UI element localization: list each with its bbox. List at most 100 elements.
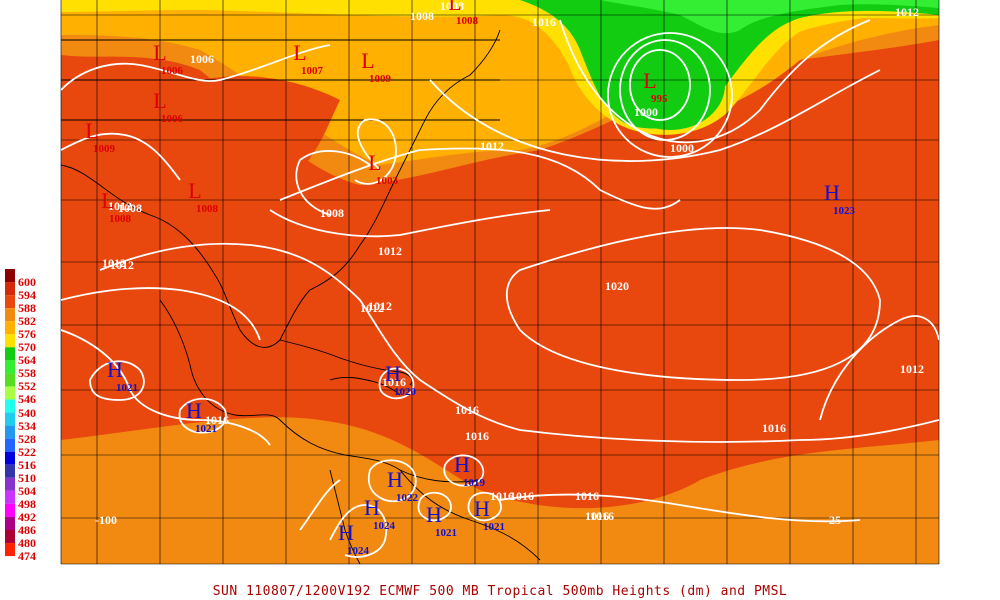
isobar-label: 1012 xyxy=(368,299,392,313)
legend-value: 576 xyxy=(18,327,36,342)
isobar-label: 1012 xyxy=(102,256,126,270)
legend-value: 498 xyxy=(18,496,36,511)
isobar-label: 1012 xyxy=(895,5,919,19)
high-pressure-value: 1021 xyxy=(435,527,457,539)
legend-value: 546 xyxy=(18,392,36,407)
high-pressure-value: 1021 xyxy=(116,382,138,394)
isobar-label: 1012 xyxy=(900,362,924,376)
legend-value: 510 xyxy=(18,470,36,485)
legend-swatch xyxy=(5,543,15,557)
legend-value: 492 xyxy=(18,509,36,524)
axis-label-right: -25 xyxy=(825,513,841,527)
map-caption: SUN 110807/1200V192 ECMWF 500 MB Tropica… xyxy=(212,584,788,599)
legend-swatch xyxy=(5,516,15,530)
low-symbol: L xyxy=(153,40,166,65)
isobar-label: 1016 xyxy=(575,489,599,503)
legend-swatch xyxy=(5,438,15,452)
high-symbol: H xyxy=(107,357,123,382)
low-symbol: L xyxy=(368,150,381,175)
low-pressure-value: 1008 xyxy=(196,203,219,215)
high-pressure-value: 1023 xyxy=(833,205,856,217)
height-field xyxy=(61,0,939,564)
isobar-label: 1008 xyxy=(118,201,142,215)
high-pressure-value: 1021 xyxy=(195,423,217,435)
high-symbol: H xyxy=(387,467,403,492)
low-symbol: L xyxy=(643,68,656,93)
isobar-label: 1016 xyxy=(510,489,534,503)
legend-swatch xyxy=(5,530,15,544)
legend-swatch xyxy=(5,451,15,465)
isobar-label: 1016 xyxy=(382,375,406,389)
high-symbol: H xyxy=(426,502,442,527)
graticule xyxy=(60,0,940,565)
legend-swatch xyxy=(5,503,15,517)
low-pressure-value: 1008 xyxy=(109,213,132,225)
legend-value: 528 xyxy=(18,431,36,446)
low-symbol: L xyxy=(188,178,201,203)
low-pressure-value: 995 xyxy=(651,93,668,105)
high-symbol: H xyxy=(474,496,490,521)
legend-value: 522 xyxy=(18,444,36,459)
high-pressure-value: 1024 xyxy=(347,545,370,557)
isobar-label: 1012 xyxy=(360,301,384,315)
legend-value: 552 xyxy=(18,379,36,394)
legend-value: 594 xyxy=(18,288,36,303)
legend-swatch xyxy=(5,477,15,491)
isobar-label: 1008 xyxy=(440,0,464,13)
legend-swatch xyxy=(5,412,15,426)
legend-swatch xyxy=(5,308,15,322)
high-pressure-value: 1020 xyxy=(394,386,417,398)
low-pressure-value: 1006 xyxy=(161,113,184,125)
high-symbol: H xyxy=(186,398,202,423)
high-symbol: H xyxy=(824,180,840,205)
isobar-label: 1008 xyxy=(410,9,434,23)
isobar-label: 1016 xyxy=(205,413,229,427)
isobar-label: 1016 xyxy=(465,429,489,443)
high-symbol: H xyxy=(338,520,354,545)
low-pressure-value: 1007 xyxy=(301,65,324,77)
axis-label-left: -100 xyxy=(95,513,117,527)
legend-value: 582 xyxy=(18,314,36,329)
low-symbol: L xyxy=(293,40,306,65)
isobar-label: 1006 xyxy=(190,52,214,66)
legend-value: 504 xyxy=(18,483,36,498)
color-legend xyxy=(5,269,15,557)
isobar-label: 1016 xyxy=(490,489,514,503)
low-pressure-value: 1009 xyxy=(369,73,392,85)
legend-value: 486 xyxy=(18,522,36,537)
legend-value: 588 xyxy=(18,301,36,316)
low-symbol: L xyxy=(101,188,114,213)
legend-value: 534 xyxy=(18,418,36,433)
isobar-label: 1000 xyxy=(634,105,658,119)
isobar-labels: 1012100810081006100810121012101210161020… xyxy=(102,0,924,523)
low-symbol: L xyxy=(153,88,166,113)
low-pressure-value: 1003 xyxy=(376,175,399,187)
isobar-label: 1016 xyxy=(590,509,614,523)
legend-swatch xyxy=(5,490,15,504)
legend-value: 516 xyxy=(18,457,36,472)
legend-swatch xyxy=(5,334,15,348)
isobar-label: 1012 xyxy=(108,199,132,213)
legend-value: 570 xyxy=(18,340,36,355)
isobar-label: 1000 xyxy=(670,141,694,155)
legend-swatch xyxy=(5,373,15,387)
low-pressure-value: 1009 xyxy=(93,143,116,155)
high-symbol: H xyxy=(385,361,401,386)
legend-value: 600 xyxy=(18,275,36,289)
legend-swatch xyxy=(5,347,15,361)
isobar-label: 1016 xyxy=(762,421,786,435)
legend-value: 540 xyxy=(18,405,36,420)
